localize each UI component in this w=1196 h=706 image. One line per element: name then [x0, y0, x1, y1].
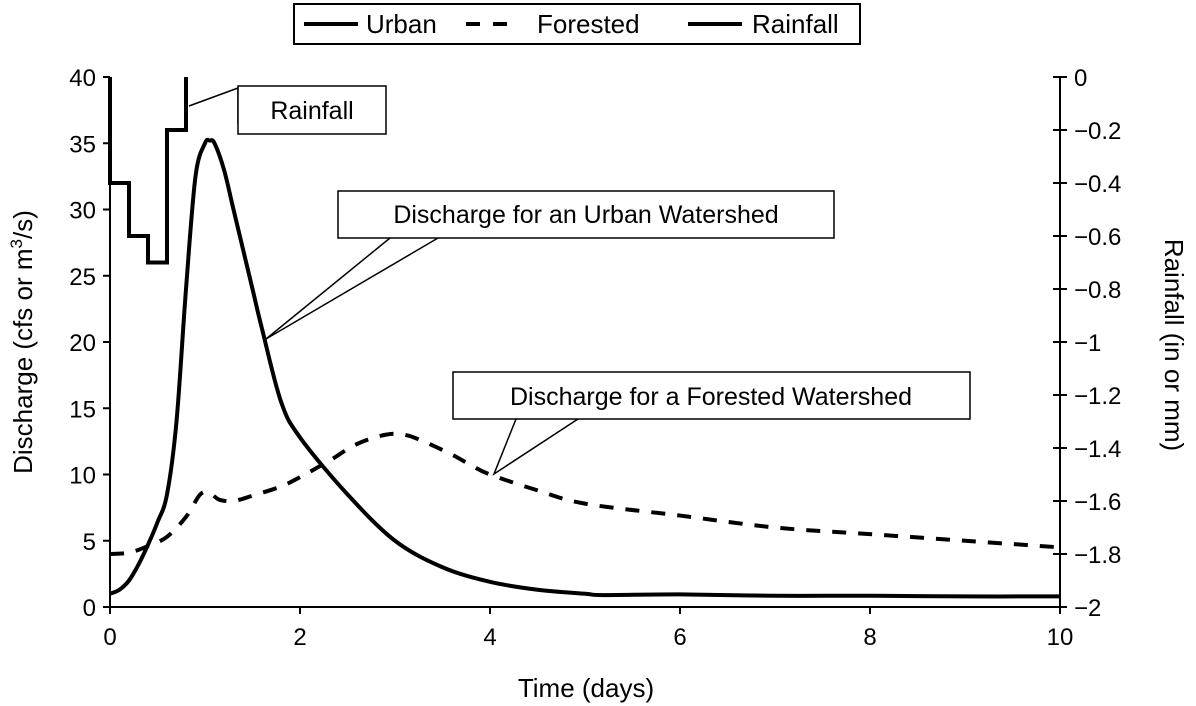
y2-tick-label: −1.2 [1074, 383, 1121, 410]
y-tick-label: 0 [83, 595, 96, 622]
y2-tick-label: −0.8 [1074, 277, 1121, 304]
callout-rainfall: Rainfall [188, 85, 387, 135]
y2-tick-label: −1.6 [1074, 489, 1121, 516]
x-tick-label: 0 [103, 624, 116, 651]
y-tick-label: 15 [69, 396, 96, 423]
x-tick-label: 8 [863, 624, 876, 651]
y2-tick-label: −1.4 [1074, 436, 1121, 463]
callout-rainfall-text: Rainfall [270, 97, 353, 125]
y2-tick-label: −0.6 [1074, 224, 1121, 251]
callout-rainfall-pointer [188, 86, 239, 124]
y-tick-label: 35 [69, 131, 96, 158]
callout-urban-box [337, 190, 835, 239]
callout-urban-text: Discharge for an Urban Watershed [393, 201, 778, 229]
y-axis-left-title-tail: /s) [8, 210, 38, 239]
series-line-forested [109, 431, 1061, 556]
callout-rainfall-box [237, 85, 387, 135]
series-line-urban [109, 137, 1061, 599]
series-line-rainfall [108, 77, 188, 265]
callout-forested-box [452, 371, 971, 420]
y-tick-label: 30 [69, 198, 96, 225]
callout-forested: Discharge for a Forested Watershed [452, 371, 971, 476]
y2-tick-label: −0.2 [1074, 118, 1121, 145]
x-tick-label: 10 [1047, 624, 1074, 651]
y2-tick-label: 0 [1074, 65, 1087, 92]
callout-urban-pointer [265, 237, 439, 340]
legend: Urban Forested Rainfall [293, 3, 861, 45]
callout-urban: Discharge for an Urban Watershed [265, 190, 835, 340]
legend-label-forested: Forested [537, 9, 640, 39]
y2-tick-label: −2 [1074, 595, 1101, 622]
legend-label-rainfall: Rainfall [752, 9, 839, 39]
y-tick-label: 5 [83, 529, 96, 556]
y-tick-label: 25 [69, 264, 96, 291]
y-axis-left-title: Discharge (cfs or m3/s) [7, 210, 38, 474]
series-layer [108, 77, 1061, 599]
y-tick-label: 20 [69, 330, 96, 357]
x-axis-ticks: 0 2 4 6 8 10 [103, 607, 1073, 651]
y2-tick-label: −1.8 [1074, 542, 1121, 569]
x-tick-label: 2 [293, 624, 306, 651]
callout-forested-text: Discharge for a Forested Watershed [510, 383, 912, 411]
x-axis-title: Time (days) [518, 673, 654, 703]
y-axis-left-ticks: 0 5 10 15 20 25 30 35 40 [69, 65, 110, 622]
y-axis-left-title-main: Discharge (cfs or m [8, 248, 38, 473]
legend-box [293, 3, 861, 45]
y-tick-label: 40 [69, 65, 96, 92]
y-axis-left-title-sup: 3 [7, 239, 26, 248]
y2-tick-label: −1 [1074, 330, 1101, 357]
legend-label-urban: Urban [366, 9, 437, 39]
y2-tick-label: −0.4 [1074, 171, 1121, 198]
y-axis-right-title: Rainfall (in or mm) [1159, 239, 1189, 451]
y-tick-label: 10 [69, 463, 96, 490]
callout-forested-pointer [492, 418, 579, 476]
x-tick-label: 6 [673, 624, 686, 651]
y-axis-right-ticks: 0 −0.2 −0.4 −0.6 −0.8 −1 −1.2 −1.4 −1.6 −1.8 −2 [1053, 65, 1121, 622]
x-tick-label: 4 [483, 624, 496, 651]
